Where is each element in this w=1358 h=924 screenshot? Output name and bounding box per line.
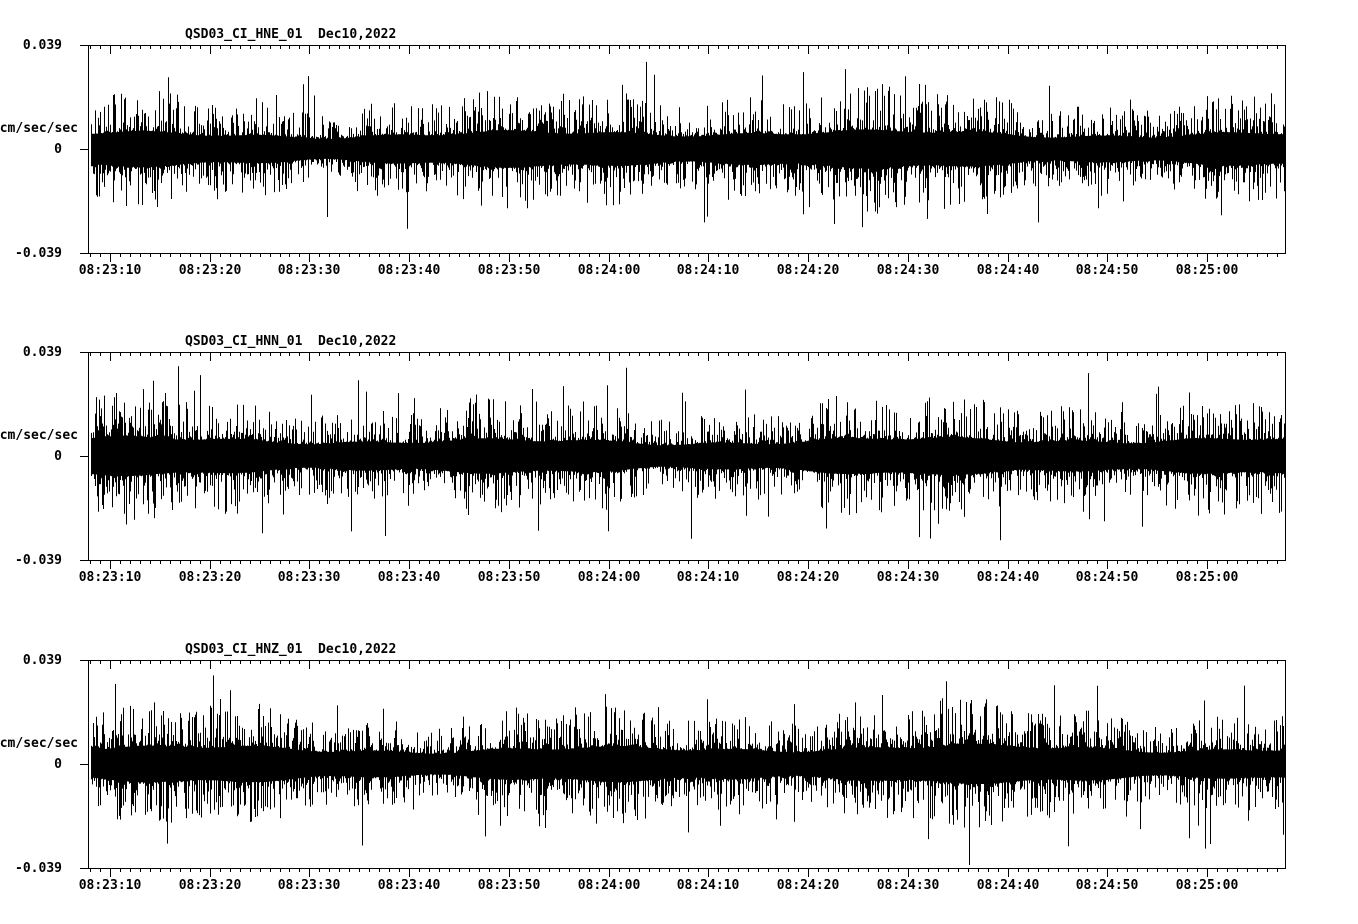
y-axis-tick-label: 0.039	[23, 653, 62, 668]
waveform-trace	[91, 61, 1285, 229]
x-axis-tick-label: 08:24:00	[578, 263, 641, 278]
amplitude-unit-label: cm/sec/sec	[0, 736, 78, 751]
x-axis-tick-label: 08:24:20	[777, 878, 840, 893]
x-axis-tick-label: 08:24:40	[977, 570, 1040, 585]
x-axis-tick-label: 08:24:10	[677, 263, 740, 278]
x-axis-tick-label: 08:25:00	[1176, 263, 1239, 278]
x-axis-tick-label: 08:23:10	[79, 263, 142, 278]
waveform-trace	[91, 675, 1285, 865]
x-axis-tick-label: 08:24:30	[877, 263, 940, 278]
x-axis-tick-label: 08:24:50	[1076, 570, 1139, 585]
x-axis-tick-label: 08:25:00	[1176, 570, 1239, 585]
plot-frame	[88, 660, 1286, 869]
x-axis-tick-label: 08:23:30	[278, 263, 341, 278]
plot-title: QSD03_CI_HNN_01 Dec10,2022	[185, 334, 396, 349]
y-axis-tick-label: -0.039	[15, 861, 62, 876]
x-axis-tick-label: 08:23:30	[278, 878, 341, 893]
x-axis-tick-label: 08:23:40	[378, 878, 441, 893]
y-axis-tick-label: -0.039	[15, 246, 62, 261]
seismogram-panel-HNE: QSD03_CI_HNE_01 Dec10,2022 0.039 0 -0.039 cm…	[0, 27, 1286, 278]
x-axis-tick-label: 08:24:10	[677, 570, 740, 585]
x-axis-tick-label: 08:24:50	[1076, 878, 1139, 893]
seismogram-panel-HNZ: QSD03_CI_HNZ_01 Dec10,2022 0.039 0 -0.039 cm…	[0, 642, 1286, 893]
x-axis-tick-label: 08:23:20	[179, 570, 242, 585]
x-axis-tick-label: 08:25:00	[1176, 878, 1239, 893]
x-axis-tick-label: 08:23:10	[79, 570, 142, 585]
y-axis-tick-label: 0	[54, 449, 62, 464]
waveform-trace	[91, 366, 1285, 541]
x-axis-tick-label: 08:23:50	[478, 570, 541, 585]
x-axis-tick-label: 08:24:40	[977, 263, 1040, 278]
x-axis-tick-label: 08:23:10	[79, 878, 142, 893]
seismogram-panel-HNN: QSD03_CI_HNN_01 Dec10,2022 0.039 0 -0.039 cm…	[0, 334, 1286, 585]
plot-frame	[88, 45, 1286, 254]
x-axis-tick-label: 08:23:20	[179, 878, 242, 893]
x-axis-tick-label: 08:24:20	[777, 263, 840, 278]
plot-title: QSD03_CI_HNE_01 Dec10,2022	[185, 27, 396, 42]
x-axis-tick-label: 08:23:50	[478, 878, 541, 893]
plot-title: QSD03_CI_HNZ_01 Dec10,2022	[185, 642, 396, 657]
y-axis-tick-label: 0.039	[23, 345, 62, 360]
x-axis-tick-label: 08:24:00	[578, 570, 641, 585]
x-axis-tick-label: 08:24:40	[977, 878, 1040, 893]
x-axis-tick-label: 08:24:20	[777, 570, 840, 585]
x-axis-tick-label: 08:23:40	[378, 570, 441, 585]
y-axis-tick-label: 0	[54, 757, 62, 772]
x-axis-tick-label: 08:23:20	[179, 263, 242, 278]
amplitude-unit-label: cm/sec/sec	[0, 428, 78, 443]
x-axis-tick-label: 08:24:00	[578, 878, 641, 893]
x-axis-tick-label: 08:24:50	[1076, 263, 1139, 278]
x-axis-tick-label: 08:23:50	[478, 263, 541, 278]
x-axis-tick-label: 08:24:30	[877, 570, 940, 585]
amplitude-unit-label: cm/sec/sec	[0, 121, 78, 136]
x-axis-tick-label: 08:23:40	[378, 263, 441, 278]
x-axis-tick-label: 08:23:30	[278, 570, 341, 585]
y-axis-tick-label: -0.039	[15, 553, 62, 568]
x-axis-tick-label: 08:24:10	[677, 878, 740, 893]
y-axis-tick-label: 0.039	[23, 38, 62, 53]
plot-frame	[88, 352, 1286, 561]
y-axis-tick-label: 0	[54, 142, 62, 157]
x-axis-tick-label: 08:24:30	[877, 878, 940, 893]
